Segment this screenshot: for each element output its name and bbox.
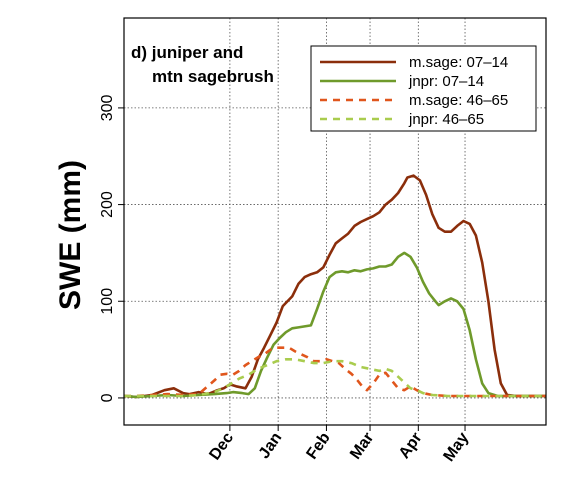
legend-label-2: m.sage: 46–65 [409,92,508,109]
series-line-3 [124,358,546,398]
legend-box [310,45,537,132]
legend-items: m.sage: 07–14 jnpr: 07–14 m.sage: 46–65 jnp… [320,54,508,128]
chart-title: d) juniper and mtn sagebrush [131,43,274,86]
title-line-1: d) juniper and [131,43,243,62]
x-tick-label-1: Jan [256,430,286,462]
x-tick-label-4: Apr [396,430,426,462]
plot-frame [123,17,547,426]
series-line-0 [123,174,546,399]
legend-label-0: m.sage: 07–14 [409,54,508,71]
x-tick-label-3: Mar [347,430,377,463]
legend-label-3: jnpr: 46–65 [408,111,484,128]
series-layer [123,174,546,399]
y-tick-label-3: 300 [99,94,116,121]
y-tick-label-1: 100 [99,288,116,315]
x-tick-label-0: Dec [206,429,237,463]
title-line-2: mtn sagebrush [152,67,274,86]
series-line-2 [124,346,546,398]
y-tick-label-2: 200 [99,191,116,218]
legend-label-1: jnpr: 07–14 [408,73,484,90]
series-line-1 [123,251,546,399]
legend: m.sage: 07–14 jnpr: 07–14 m.sage: 46–65 jnp… [310,45,537,132]
y-tick-label-0: 0 [99,393,116,402]
y-axis-label: SWE (mm) [54,160,87,310]
x-tick-label-5: May [441,429,473,464]
x-tick-label-2: Feb [303,429,333,462]
